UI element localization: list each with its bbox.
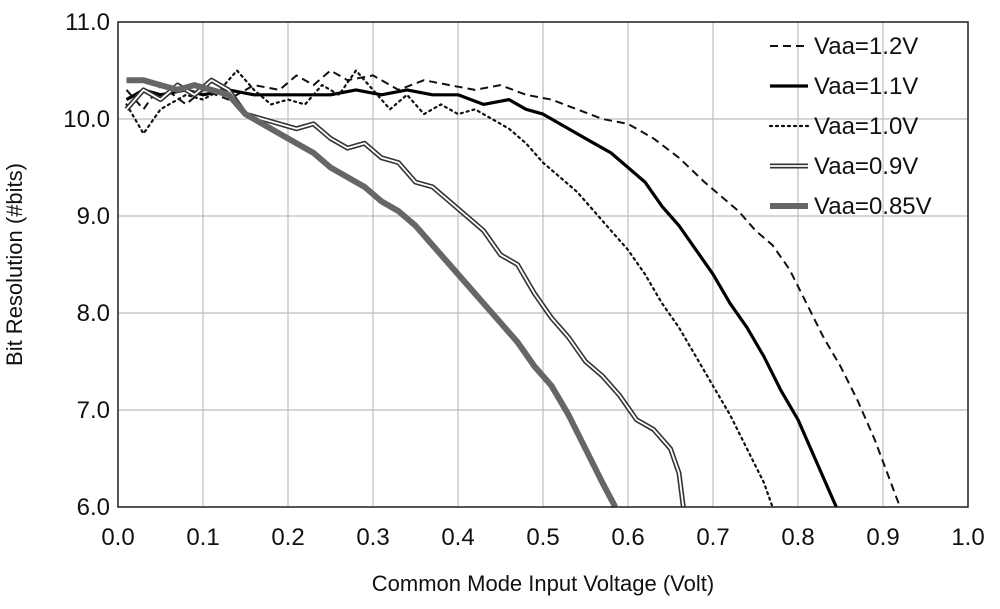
x-tick-label: 0.6 (611, 524, 644, 551)
legend-item: Vaa=0.9V (770, 153, 918, 180)
series-line (125, 69, 901, 508)
x-tick-label: 0.0 (101, 524, 134, 551)
legend-item: Vaa=1.0V (768, 113, 918, 140)
x-tick-label: 0.5 (526, 524, 559, 551)
y-tick-label: 6.0 (77, 494, 110, 521)
y-tick-label: 8.0 (77, 300, 110, 327)
plot-frame (117, 21, 969, 508)
x-tick-label: 1.0 (951, 524, 984, 551)
series-line (125, 88, 838, 508)
y-tick-label: 11.0 (65, 9, 110, 36)
series-layer (124, 69, 901, 509)
series-path (126, 77, 618, 509)
legend-item: Vaa=1.2V (770, 33, 918, 60)
series-line (126, 77, 618, 509)
y-tick-label: 7.0 (77, 397, 110, 424)
x-tick-label: 0.2 (271, 524, 304, 551)
series-path (125, 88, 838, 508)
y-tick-labels: 6.0 7.0 8.0 9.0 10.0 11.0 (63, 9, 110, 521)
x-tick-label: 0.9 (866, 524, 899, 551)
x-tick-label: 0.1 (186, 524, 219, 551)
y-tick-label: 10.0 (63, 106, 110, 133)
y-axis-title: Bit Resolution (#bits) (2, 163, 27, 366)
x-axis-title: Common Mode Input Voltage (Volt) (372, 571, 714, 596)
legend: Vaa=1.2V Vaa=1.1V Vaa=1.0V Vaa=0.9V Vaa=0.85… (768, 33, 932, 220)
series-path (125, 69, 901, 508)
x-tick-labels: 0.0 0.1 0.2 0.3 0.4 0.5 0.6 0.7 0.8 0.9 1.0 (101, 524, 984, 551)
legend-label: Vaa=0.85V (814, 193, 932, 220)
legend-item: Vaa=0.85V (770, 193, 932, 220)
series-path (125, 79, 685, 508)
series-line (124, 77, 686, 508)
series-line (125, 69, 774, 509)
y-tick-label: 9.0 (77, 203, 110, 230)
x-tick-label: 0.7 (696, 524, 729, 551)
x-tick-label: 0.4 (441, 524, 474, 551)
legend-label: Vaa=1.2V (814, 33, 918, 60)
legend-item: Vaa=1.1V (770, 73, 918, 100)
x-tick-label: 0.8 (781, 524, 814, 551)
legend-label: Vaa=1.0V (814, 113, 918, 140)
legend-label: Vaa=0.9V (814, 153, 918, 180)
series-path (125, 69, 774, 509)
x-tick-label: 0.3 (356, 524, 389, 551)
legend-label: Vaa=1.1V (814, 73, 918, 100)
